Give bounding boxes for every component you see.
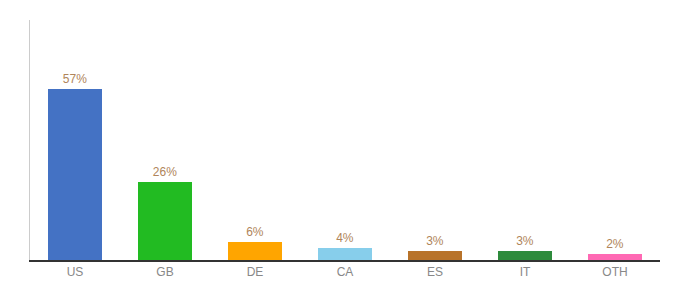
svg-text:57%: 57%	[63, 72, 87, 86]
svg-text:2%: 2%	[606, 237, 624, 251]
svg-text:26%: 26%	[153, 165, 177, 179]
svg-text:GB: GB	[156, 265, 173, 279]
svg-text:DE: DE	[247, 265, 264, 279]
svg-text:IT: IT	[520, 265, 531, 279]
svg-text:3%: 3%	[426, 234, 444, 248]
svg-text:CA: CA	[337, 265, 354, 279]
svg-text:3%: 3%	[516, 234, 534, 248]
svg-text:OTH: OTH	[602, 265, 627, 279]
svg-text:4%: 4%	[336, 231, 354, 245]
svg-text:US: US	[67, 265, 84, 279]
svg-text:ES: ES	[427, 265, 443, 279]
svg-text:6%: 6%	[246, 225, 264, 239]
